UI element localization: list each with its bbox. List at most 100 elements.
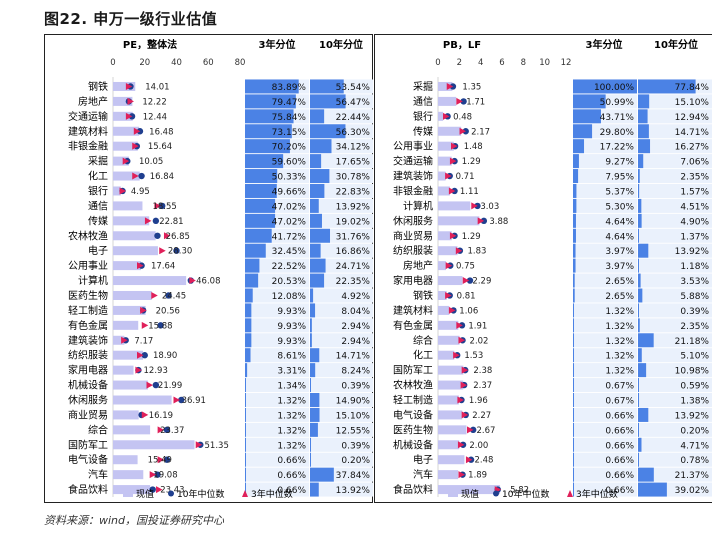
pb-category-label: 银行 [413,110,433,123]
pb-category-label: 交通运输 [393,155,433,168]
pb-category-label: 国防军工 [393,364,433,377]
pb-pct10-cell-bg [638,154,712,169]
pb-pct3-cell-bg [573,378,637,393]
pb-pct10-value: 21.18% [675,337,710,347]
pb-current-bar [438,440,460,450]
pb-value-label: 0.48 [453,112,472,122]
pe-pct3-fill-bar [245,79,299,94]
pe-pct10-value: 14.71% [336,352,371,362]
pb-pct3-value: 0.66% [605,411,634,421]
pb-pct10-cell-bg [638,363,712,378]
pe-value-label: 16.19 [149,411,173,421]
pe-pct3-value: 0.66% [277,471,306,481]
pe-pct10-value: 24.71% [336,262,371,272]
pb-pct3-cell-bg [573,198,637,213]
pe-pct10-value: 53.54% [336,83,371,93]
pb-pct3-cell-bg [573,452,637,467]
pe-current-bar [113,485,151,495]
pe-value-label: 4.95 [131,187,150,197]
pb-pct10-fill-bar [638,154,644,169]
pb-pct3-fill-bar [573,288,575,303]
pe-median10-marker [141,352,148,359]
pb-median3-marker [446,82,454,90]
pe-value-label: 17.64 [151,262,175,272]
pb-pct3-value: 50.99% [600,98,635,108]
pb-tick-label: 0 [435,58,440,68]
pe-pct10-cell-bg [310,422,373,437]
pb-value-label: 1.71 [466,97,485,107]
pe-pct10-value: 34.12% [336,143,371,153]
pb-median3-marker [451,142,458,150]
pb-median3-marker [457,441,465,449]
pb-tick-label: 6 [499,58,504,68]
pe-current-bar [113,126,140,136]
pe-pct3-cell-bg [245,378,309,393]
pe-legend-median3-label: 3年中位数 [251,488,293,500]
pb-pct3-value: 2.65% [605,292,634,302]
pb-legend-median3-swatch [567,490,573,497]
pb-pct10-cell-bg [638,243,712,258]
pe-median3-marker [119,187,127,195]
pe-category-label: 建筑装饰 [68,334,108,347]
pe-median3-marker [136,351,144,359]
pe-median3-marker [195,441,203,449]
pb-pct3-cell-bg [573,139,637,154]
pe-value-label: 21.99 [158,381,182,391]
pb-category-label: 房地产 [403,259,433,272]
pb-pct10-fill-bar [638,94,650,109]
pb-pct3-value: 5.30% [605,202,634,212]
pb-pct3-fill-bar [573,124,593,139]
pe-pct10-fill-bar [310,273,325,288]
pe-pct3-value: 70.20% [272,143,307,153]
pe-median10-marker [138,172,145,180]
pe-value-label: 18.90 [153,351,177,361]
pe-median3-marker [144,217,152,225]
pb-pct3-fill-bar [573,213,576,228]
pe-pct10-fill-bar [310,258,326,273]
pb-category-label: 非银金融 [393,184,433,197]
pb-median3-marker [459,127,467,135]
pe-pct3-fill-bar [245,452,246,467]
pe-median3-marker [132,142,139,150]
pb-pct3-value: 3.97% [605,262,634,272]
pb-pct3-cell-bg [573,318,637,333]
pb-category-label: 农林牧渔 [393,379,433,392]
pb-category-label: 建筑材料 [393,304,433,317]
pe-category-label: 采掘 [88,155,108,168]
pb-pct3-fill-bar [573,109,601,124]
pe-pct3-fill-bar [245,318,252,333]
pb-pct3-value: 17.22% [600,143,635,153]
pe-median3-marker [140,306,147,314]
pb-pct10-fill-bar [638,407,649,422]
pe-category-label: 家用电器 [68,364,108,377]
pe-pct3-cell-bg [245,422,309,437]
pb-current-bar [438,305,450,315]
pe-median10-marker [173,247,180,254]
pb-pct10-fill-bar [638,228,640,243]
pb-median3-marker [477,217,485,225]
pe-pct10-fill-bar [310,467,334,482]
pe-category-label: 纺织服装 [68,349,108,362]
pe-current-bar [113,455,138,465]
pe-pct3-cell-bg [245,467,309,482]
pe-current-bar [113,96,133,106]
pe-current-bar [113,365,134,375]
pb-pct10-fill-bar [638,437,642,452]
pe-category-label: 钢铁 [88,80,108,93]
pb-pct10-fill-bar [638,139,651,154]
pb-pct10-cell-bg [638,467,712,482]
pe-pct10-value: 8.04% [341,307,370,317]
pb-legend-median3-label: 3年中位数 [576,488,618,500]
pe-category-label: 商业贸易 [68,408,108,421]
pe-pct3-cell-bg [245,348,309,363]
pb-category-label: 轻工制造 [393,393,433,406]
pb-pct3-fill-bar [573,94,606,109]
pe-current-bar [113,380,148,390]
pb-pct3-value: 1.32% [605,307,634,317]
pe-category-label: 轻工制造 [68,304,108,317]
pe-pct10-fill-bar [310,407,320,422]
pe-category-label: 通信 [88,200,108,212]
pe-pct10-fill-bar [310,183,325,198]
pb-pct3-fill-bar [573,258,576,273]
pe-pct10-value: 2.94% [341,322,370,332]
